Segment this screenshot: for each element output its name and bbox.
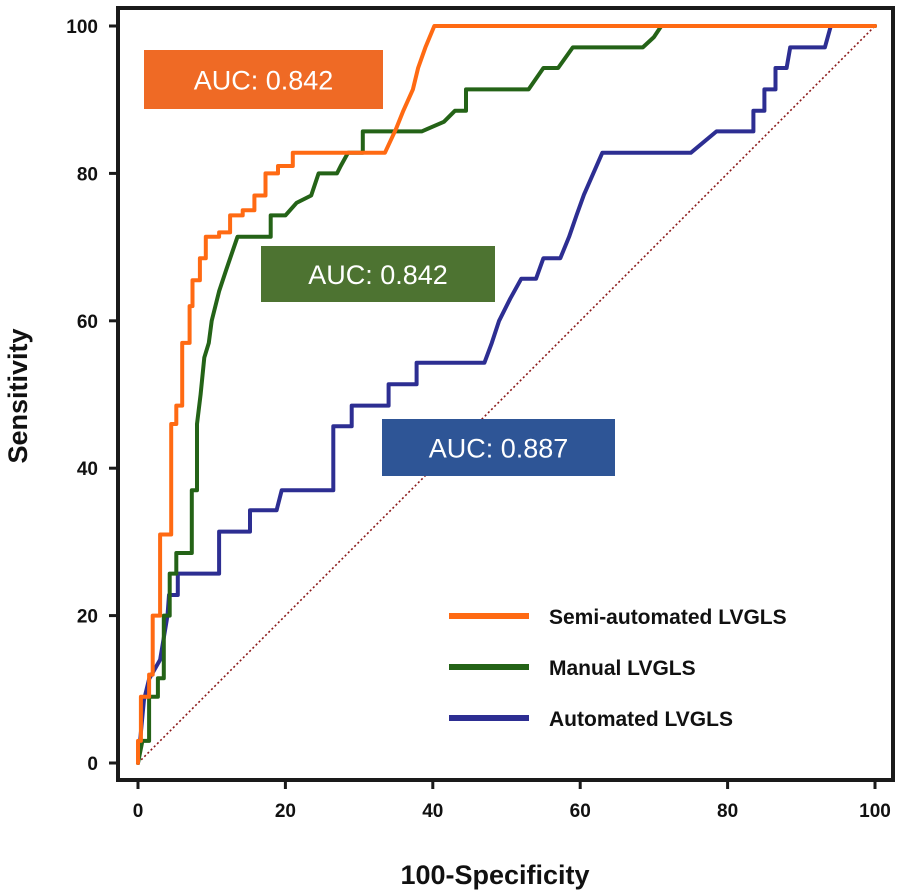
plot-frame [116,6,895,782]
y-axis-title: Sensitivity [3,328,33,463]
x-tick-label-100: 100 [859,801,891,822]
auc-box-automated-lvgls [382,419,615,476]
auc-label-manual-lvgls: AUC: 0.842 [308,260,448,290]
legend-label-semi-automated-lvgls: Semi-automated LVGLS [549,606,787,629]
legend-group: Semi-automated LVGLS Manual LVGLS Automate… [449,606,787,731]
y-tick-label-0: 0 [87,754,98,775]
series-line-manual-lvgls [136,24,877,765]
x-tick-label-60: 60 [570,801,591,822]
axes-group: 0 20 40 60 80 100 0 20 40 60 80 100 [66,6,895,822]
y-tick-label-40: 40 [77,459,98,480]
series-line-automated-lvgls [136,24,877,765]
reference-diagonal-line [137,25,876,764]
legend-label-automated-lvgls: Automated LVGLS [549,708,733,731]
y-tick-label-100: 100 [66,17,98,38]
auc-labels-group: AUC: 0.842 AUC: 0.842 AUC: 0.887 [144,50,615,476]
x-tick-label-40: 40 [422,801,443,822]
reference-group [137,25,876,764]
x-tick-label-0: 0 [133,801,144,822]
auc-label-semi-automated-lvgls: AUC: 0.842 [194,66,334,96]
auc-box-semi-automated-lvgls [144,50,383,109]
x-axis-title: 100-Specificity [400,860,589,890]
x-tick-label-80: 80 [717,801,738,822]
y-tick-label-20: 20 [77,607,98,628]
x-tick-label-20: 20 [275,801,296,822]
auc-label-automated-lvgls: AUC: 0.887 [429,434,569,464]
y-tick-label-60: 60 [77,312,98,333]
legend-label-manual-lvgls: Manual LVGLS [549,657,696,680]
auc-box-manual-lvgls [261,246,495,302]
series-line-semi-automated-lvgls [136,24,877,765]
y-tick-label-80: 80 [77,164,98,185]
series-lines-group [136,24,877,765]
